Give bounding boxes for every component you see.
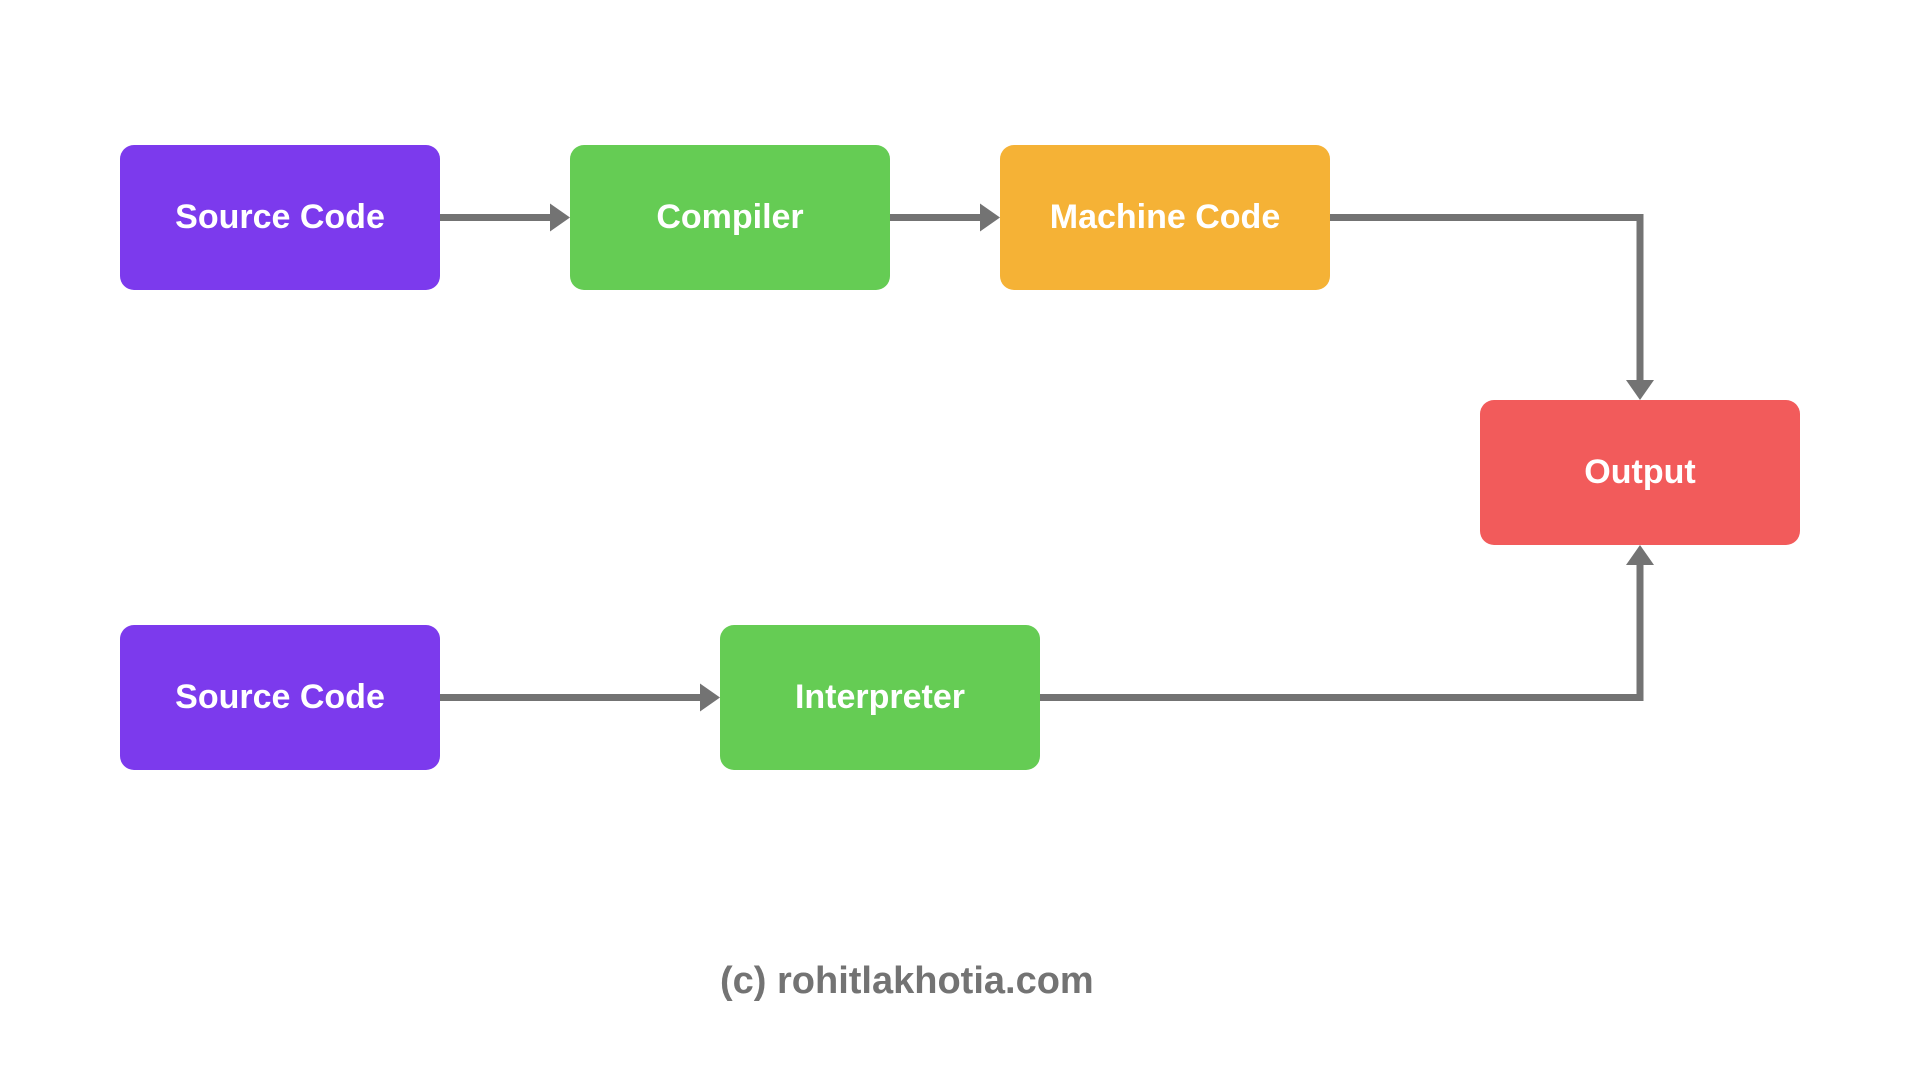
node-label: Interpreter	[795, 678, 965, 717]
node-interpreter: Interpreter	[720, 625, 1040, 770]
diagram-canvas: Source Code Compiler Machine Code Output…	[0, 0, 1920, 1080]
node-output: Output	[1480, 400, 1800, 545]
node-source-code-2: Source Code	[120, 625, 440, 770]
node-label: Compiler	[656, 198, 803, 237]
node-label: Machine Code	[1050, 198, 1280, 237]
node-label: Source Code	[175, 678, 385, 717]
node-label: Output	[1584, 453, 1695, 492]
footer-credit: (c) rohitlakhotia.com	[720, 960, 1094, 1003]
node-label: Source Code	[175, 198, 385, 237]
node-compiler: Compiler	[570, 145, 890, 290]
node-machine-code: Machine Code	[1000, 145, 1330, 290]
footer-text: (c) rohitlakhotia.com	[720, 960, 1094, 1002]
node-source-code-1: Source Code	[120, 145, 440, 290]
